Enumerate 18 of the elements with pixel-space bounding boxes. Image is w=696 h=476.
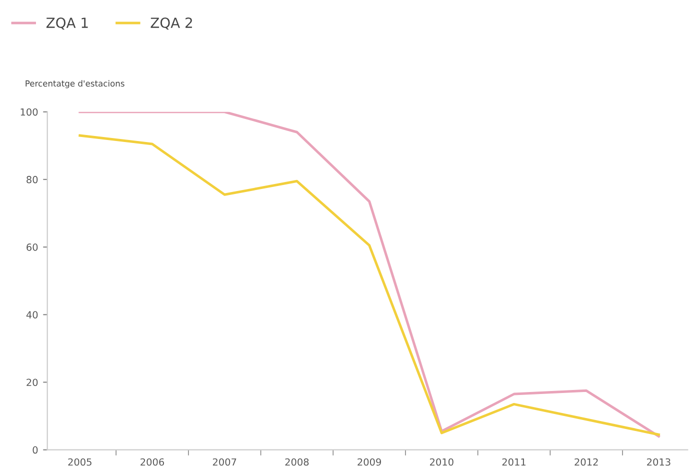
legend-label: ZQA 2	[150, 18, 192, 30]
x-tick-label: 2006	[140, 458, 164, 466]
y-tick-label: 60	[26, 244, 38, 251]
x-tick-label: 2009	[358, 458, 381, 466]
x-tick-label: 2005	[68, 458, 92, 466]
y-tick-label: 40	[26, 311, 38, 318]
y-tick-label: 80	[26, 176, 38, 184]
x-tick-label: 2007	[212, 458, 236, 466]
x-tick-label: 2008	[285, 458, 309, 466]
x-tick-label: 2013	[647, 458, 670, 466]
x-tick-label: 2011	[502, 458, 526, 466]
y-axis-title: Percentatge d'estacions	[26, 80, 124, 88]
y-tick-label: 100	[20, 108, 38, 116]
y-tick-label: 0	[32, 446, 38, 454]
y-tick-label: 20	[26, 378, 38, 386]
legend-label: ZQA 1	[46, 18, 88, 30]
x-tick-label: 2010	[430, 458, 454, 466]
x-tick-label: 2012	[574, 458, 598, 466]
